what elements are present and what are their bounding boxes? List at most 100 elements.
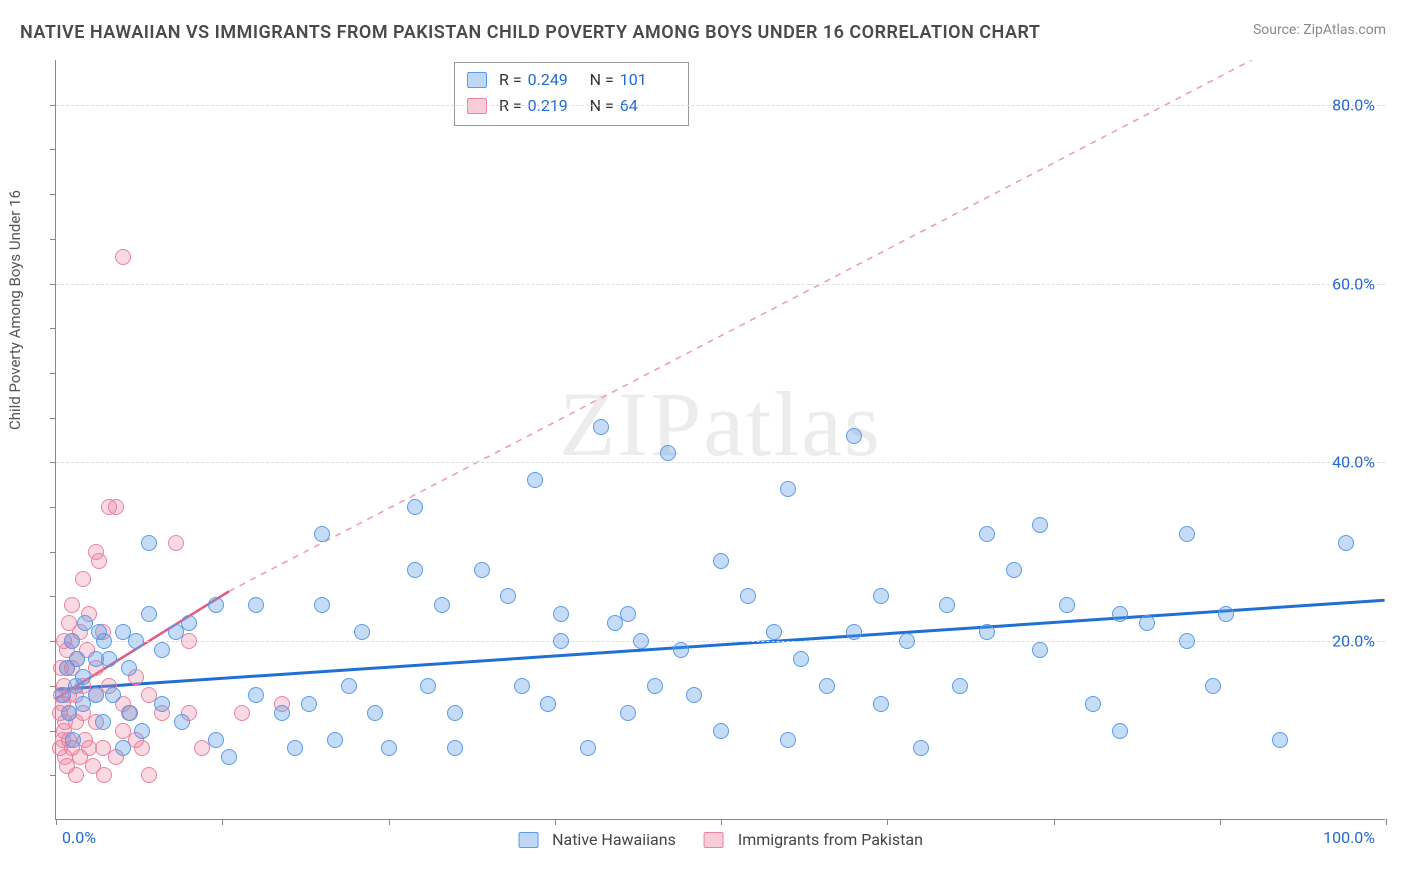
data-point (766, 624, 782, 640)
data-point (248, 687, 264, 703)
chart-title: NATIVE HAWAIIAN VS IMMIGRANTS FROM PAKIS… (20, 22, 1040, 43)
data-point (939, 597, 955, 613)
y-tick-mark (50, 105, 56, 106)
data-point (64, 597, 80, 613)
data-point (96, 767, 112, 783)
data-point (1112, 723, 1128, 739)
y-tick-mark (50, 328, 56, 329)
data-point (1179, 526, 1195, 542)
data-point (1059, 597, 1075, 613)
data-point (108, 499, 124, 515)
data-point (64, 633, 80, 649)
y-tick-mark (50, 149, 56, 150)
data-point (75, 669, 91, 685)
data-point (553, 606, 569, 622)
gridline (56, 105, 1385, 106)
legend-label: Immigrants from Pakistan (738, 830, 923, 849)
r-value: 0.219 (528, 93, 584, 119)
n-label: N = (590, 67, 614, 93)
x-tick-mark (222, 819, 223, 825)
trend-lines (56, 60, 1385, 819)
data-point (514, 678, 530, 694)
data-point (740, 588, 756, 604)
data-point (1032, 642, 1048, 658)
x-tick-mark (389, 819, 390, 825)
data-point (979, 526, 995, 542)
corr-row-blue: R = 0.249 N = 101 (467, 67, 676, 93)
data-point (381, 740, 397, 756)
y-tick-label: 20.0% (1332, 632, 1375, 651)
x-tick-last: 100.0% (1323, 828, 1375, 847)
data-point (134, 740, 150, 756)
x-tick-mark (56, 819, 57, 825)
plot-area: ZIPatlas R = 0.249 N = 101 R = 0.219 N =… (55, 60, 1385, 820)
data-point (327, 732, 343, 748)
data-point (354, 624, 370, 640)
data-point (686, 687, 702, 703)
data-point (75, 571, 91, 587)
correlation-box: R = 0.249 N = 101 R = 0.219 N = 64 (454, 62, 689, 126)
data-point (673, 642, 689, 658)
data-point (314, 526, 330, 542)
data-point (88, 687, 104, 703)
corr-row-pink: R = 0.219 N = 64 (467, 93, 676, 119)
data-point (593, 419, 609, 435)
data-point (341, 678, 357, 694)
data-point (580, 740, 596, 756)
legend-item-blue: Native Hawaiians (518, 830, 676, 849)
x-tick-mark (555, 819, 556, 825)
data-point (181, 615, 197, 631)
y-tick-mark (50, 418, 56, 419)
data-point (69, 651, 85, 667)
source-link[interactable]: ZipAtlas.com (1303, 22, 1386, 38)
data-point (115, 740, 131, 756)
data-point (141, 606, 157, 622)
data-point (420, 678, 436, 694)
x-tick-mark (1054, 819, 1055, 825)
x-tick-mark (1386, 819, 1387, 825)
r-value: 0.249 (528, 67, 584, 93)
data-point (95, 714, 111, 730)
data-point (793, 651, 809, 667)
legend-item-pink: Immigrants from Pakistan (704, 830, 923, 849)
data-point (68, 767, 84, 783)
data-point (846, 428, 862, 444)
y-tick-mark (50, 194, 56, 195)
data-point (913, 740, 929, 756)
data-point (713, 723, 729, 739)
data-point (65, 732, 81, 748)
data-point (287, 740, 303, 756)
x-tick-mark (1220, 819, 1221, 825)
swatch-icon (467, 72, 487, 88)
data-point (221, 749, 237, 765)
data-point (314, 597, 330, 613)
source-attribution: Source: ZipAtlas.com (1253, 22, 1386, 38)
data-point (1032, 517, 1048, 533)
data-point (154, 696, 170, 712)
y-tick-mark (50, 284, 56, 285)
data-point (527, 472, 543, 488)
r-label: R = (499, 93, 522, 119)
data-point (447, 705, 463, 721)
data-point (620, 705, 636, 721)
y-tick-label: 60.0% (1332, 274, 1375, 293)
y-tick-label: 40.0% (1332, 453, 1375, 472)
data-point (301, 696, 317, 712)
y-tick-mark (50, 552, 56, 553)
swatch-icon (704, 832, 724, 848)
data-point (647, 678, 663, 694)
data-point (128, 633, 144, 649)
data-point (141, 767, 157, 783)
x-tick-mark (887, 819, 888, 825)
n-value: 101 (620, 67, 676, 93)
n-value: 64 (620, 93, 676, 119)
x-tick-mark (721, 819, 722, 825)
data-point (873, 588, 889, 604)
data-point (713, 553, 729, 569)
data-point (181, 633, 197, 649)
data-point (540, 696, 556, 712)
data-point (105, 687, 121, 703)
data-point (115, 249, 131, 265)
y-tick-mark (50, 596, 56, 597)
y-axis-label: Child Poverty Among Boys Under 16 (6, 190, 24, 430)
